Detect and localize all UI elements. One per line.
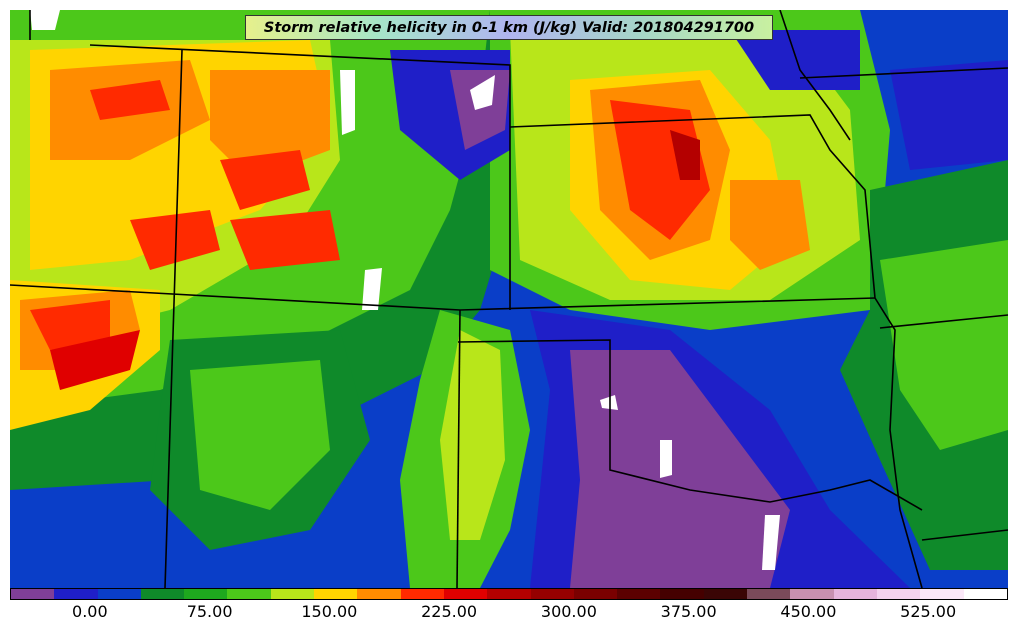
- colorbar-segment: [920, 589, 964, 599]
- colorbar-segment: [703, 589, 748, 599]
- colorbar-tick-label: 0.00: [72, 602, 108, 621]
- colorbar-segment: [140, 589, 185, 599]
- colorbar-segment: [573, 589, 618, 599]
- helicity-contour-map: [10, 10, 1008, 588]
- colorbar-tick-label: 300.00: [540, 602, 597, 621]
- map-title: Storm relative helicity in 0-1 km (J/kg)…: [245, 15, 773, 40]
- colorbar-segment: [747, 589, 791, 599]
- colorbar-segment: [357, 589, 401, 599]
- colorbar-tick-label: 525.00: [900, 602, 957, 621]
- colorbar-segment: [660, 589, 704, 599]
- colorbar-segment: [227, 589, 271, 599]
- colorbar-segment: [443, 589, 488, 599]
- colorbar-segment: [270, 589, 315, 599]
- colorbar-segment: [790, 589, 834, 599]
- colorbar-segment: [400, 589, 444, 599]
- colorbar-tick-label: 150.00: [301, 602, 358, 621]
- colorbar-segment: [833, 589, 877, 599]
- colorbar-segment: [876, 589, 921, 599]
- colorbar-tick-labels: 0.00 75.00 150.00 225.00 300.00 375.00 450.00 5…: [10, 600, 1008, 628]
- colorbar-tick-label: 450.00: [780, 602, 837, 621]
- colorbar-segment: [11, 589, 55, 599]
- map-panel: [10, 10, 1008, 588]
- colorbar-segment: [184, 589, 228, 599]
- colorbar-tick-label: 375.00: [660, 602, 717, 621]
- colorbar-tick-label: 75.00: [186, 602, 233, 621]
- colorbar-segment: [97, 589, 141, 599]
- colorbar-segment: [487, 589, 531, 599]
- colorbar-segment: [314, 589, 358, 599]
- colorbar: [10, 588, 1008, 600]
- colorbar-segment: [530, 589, 574, 599]
- colorbar-tick-label: 225.00: [421, 602, 478, 621]
- colorbar-segment: [617, 589, 661, 599]
- colorbar-segment: [54, 589, 98, 599]
- colorbar-segment: [963, 589, 1007, 599]
